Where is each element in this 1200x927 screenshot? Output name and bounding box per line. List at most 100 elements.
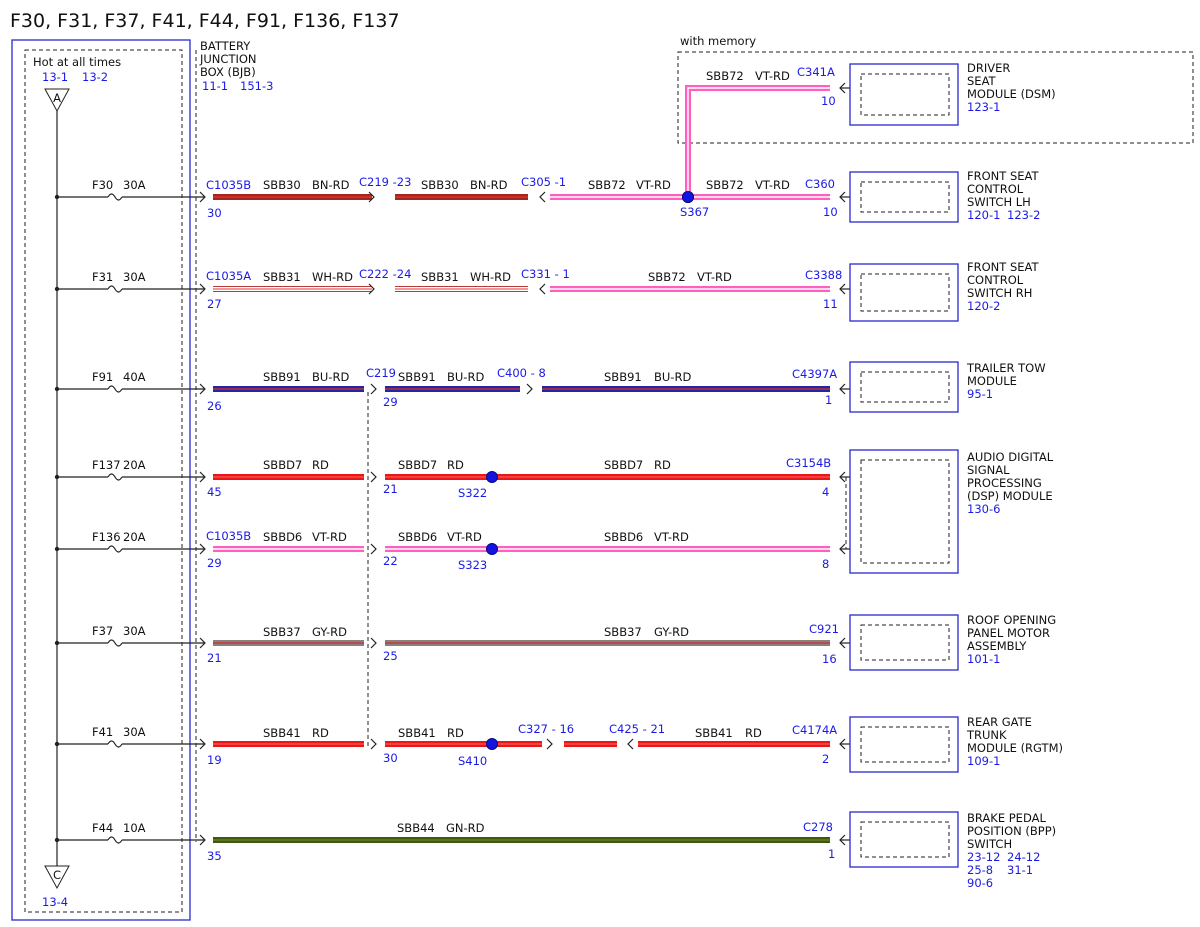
fuse-rating: 10A [123, 821, 146, 835]
wire-label: VT-RD [636, 178, 671, 192]
bjb-label: JUNCTION [199, 52, 257, 66]
module-box [849, 716, 959, 773]
module-ref: 101-1 [967, 652, 1000, 666]
connector-arrow [199, 543, 206, 555]
wire-label: C1035A [206, 269, 251, 283]
wire-label: C400 - 8 [497, 366, 546, 380]
module-ref: 25-8 [967, 863, 993, 877]
splice [682, 191, 694, 203]
wire-label: SBB91 [263, 370, 301, 384]
fuse-name: F41 [92, 725, 113, 739]
diagram-title: F30, F31, F37, F41, F44, F91, F136, F137 [10, 10, 400, 32]
wire-label: 45 [207, 485, 222, 499]
module-label: SWITCH LH [967, 195, 1031, 209]
wire-label: WH-RD [312, 270, 353, 284]
wire-label: BU-RD [312, 370, 349, 384]
wire-label: RD [447, 458, 464, 472]
fuse-rating: 20A [123, 530, 146, 544]
memory-box [677, 51, 1194, 144]
fuse [107, 385, 123, 393]
connector-arrow [526, 383, 533, 395]
module-label: FRONT SEAT [967, 169, 1039, 183]
wire-label: C305 -1 [521, 175, 566, 189]
wire-label: C3388 [805, 268, 842, 282]
splice [486, 543, 498, 555]
wire-label: BU-RD [654, 370, 691, 384]
module-label: MODULE (RGTM) [967, 741, 1063, 755]
wire-label: VT-RD [697, 270, 732, 284]
wire-label: RD [312, 458, 329, 472]
module-label: DRIVER [967, 61, 1010, 75]
fuse [107, 285, 123, 293]
wire-label: SBBD7 [263, 458, 302, 472]
wire-label: 8 [822, 557, 829, 571]
module-label: TRAILER TOW [966, 361, 1046, 375]
wire-label: C4397A [792, 367, 837, 381]
wire-label: SBBD6 [263, 530, 302, 544]
module-inner [860, 371, 950, 403]
fuse-name: F37 [92, 624, 113, 638]
wire-label: S410 [458, 754, 487, 768]
wire-label: SBB30 [421, 178, 459, 192]
wire-label: WH-RD [470, 270, 511, 284]
wire-label: SBB44 [397, 821, 435, 835]
node-triangle [44, 88, 70, 113]
wire-label: SBB31 [421, 270, 459, 284]
module-label: REAR GATE [967, 715, 1032, 729]
wire-label: RD [745, 726, 762, 740]
fuse-name: F30 [92, 178, 113, 192]
wire-label: SBB41 [695, 726, 733, 740]
wire-label: GY-RD [312, 625, 347, 639]
wire-label: S367 [680, 205, 709, 219]
fuse-name: F31 [92, 270, 113, 284]
fuse [107, 545, 123, 553]
wire-label: SBB72 [706, 69, 744, 83]
module-label: POSITION (BPP) [967, 824, 1056, 838]
wire-label: SBB72 [648, 270, 686, 284]
wire-label: 26 [207, 399, 222, 413]
bjb-label: BOX (BJB) [200, 65, 256, 79]
wire-label: 4 [822, 485, 829, 499]
connector-arrow [199, 471, 206, 483]
connector-arrow [370, 637, 377, 649]
fuse [107, 473, 123, 481]
module-label: BRAKE PEDAL [967, 811, 1046, 825]
wire-label: SBB72 [706, 178, 744, 192]
wire-label: SBB41 [398, 726, 436, 740]
fuse-name: F136 [92, 530, 121, 544]
module-label: ASSEMBLY [967, 639, 1027, 653]
wire-label: C222 -24 [359, 267, 411, 281]
wire-label: SBB30 [263, 178, 301, 192]
wire-label: C425 - 21 [609, 722, 665, 736]
connector-arrow [539, 191, 546, 203]
wire-label: 10 [821, 94, 836, 108]
module-inner [860, 821, 950, 858]
connector-arrow [370, 738, 377, 750]
wire-label: C278 [803, 820, 833, 834]
wire-label: VT-RD [755, 178, 790, 192]
wire-label: S323 [458, 558, 487, 572]
wire-label: BU-RD [447, 370, 484, 384]
wire-label: C341A [797, 65, 835, 79]
wire-label: 10 [823, 205, 838, 219]
module-label: ROOF OPENING [967, 613, 1056, 627]
module-ref: 123-1 [967, 100, 1000, 114]
wire-label: GN-RD [446, 821, 485, 835]
wire-label: SBB91 [398, 370, 436, 384]
power-label: Hot at all times [33, 55, 121, 69]
fuse-name: F137 [92, 458, 121, 472]
wire-label: 1 [825, 393, 832, 407]
fuse-rating: 30A [123, 178, 146, 192]
wire-label: C921 [809, 622, 839, 636]
wire-label: 30 [207, 206, 222, 220]
wire-label: 25 [383, 649, 398, 663]
module-box [849, 263, 959, 322]
connector-arrow [539, 283, 546, 295]
module-box [849, 614, 959, 671]
module-inner [860, 73, 950, 116]
module-label: MODULE (DSM) [967, 87, 1056, 101]
wire-label: C219 [366, 366, 396, 380]
wire-label: 27 [207, 297, 222, 311]
module-box [849, 171, 959, 223]
module-ref: 23-12 [967, 850, 1000, 864]
